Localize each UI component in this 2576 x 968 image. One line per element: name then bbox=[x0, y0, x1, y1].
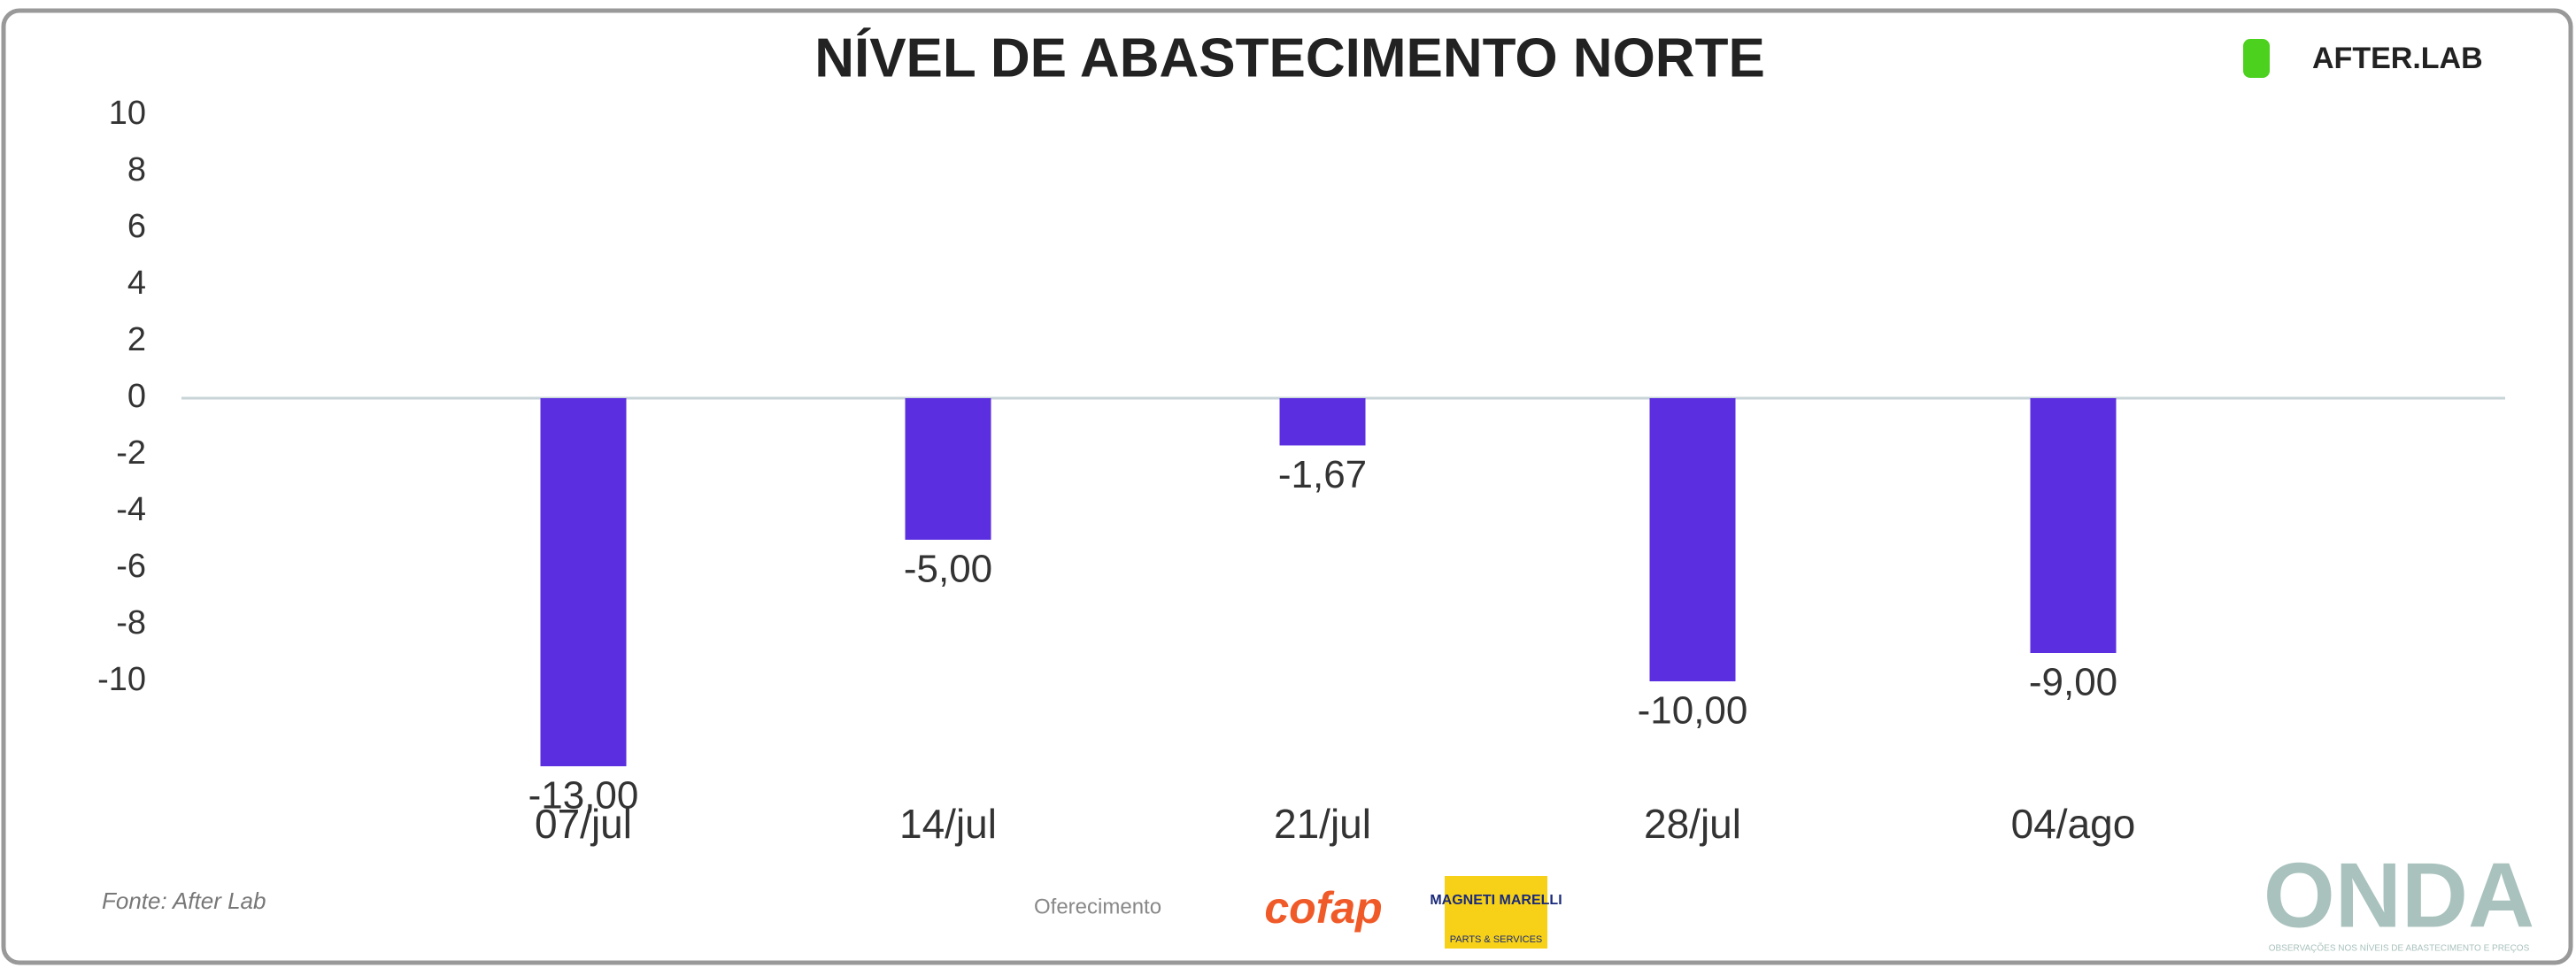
bar bbox=[1279, 398, 1366, 446]
y-tick-label: -6 bbox=[116, 548, 146, 585]
y-tick-label: -2 bbox=[116, 434, 146, 472]
source: Fonte: After Lab bbox=[102, 887, 266, 914]
y-tick-label: 10 bbox=[109, 95, 146, 132]
logo-icon bbox=[2243, 39, 2270, 78]
y-tick-label: 8 bbox=[127, 151, 146, 188]
x-tick-label: 07/jul bbox=[535, 801, 632, 847]
x-tick-label: 28/jul bbox=[1644, 801, 1741, 847]
bar bbox=[905, 398, 991, 540]
y-tick-label: 6 bbox=[127, 208, 146, 245]
y-tick-label: 4 bbox=[127, 265, 146, 302]
x-tick-label: 04/ago bbox=[2011, 801, 2136, 847]
value-label: -5,00 bbox=[904, 548, 992, 591]
value-label: -10,00 bbox=[1638, 689, 1748, 733]
bar bbox=[2030, 398, 2117, 653]
sponsor: Oferecimento bbox=[1034, 895, 1161, 918]
frame bbox=[1, 8, 2573, 965]
y-tick-label: -10 bbox=[97, 661, 146, 698]
marelli-box bbox=[1445, 876, 1547, 949]
onda-sub: OBSERVAÇÕES NOS NÍVEIS DE ABASTECIMENTO … bbox=[2269, 942, 2530, 954]
bar bbox=[1649, 398, 1736, 681]
onda-logo: ONDA bbox=[2264, 844, 2534, 947]
marelli-sub: PARTS & SERVICES bbox=[1450, 934, 1543, 945]
cofap-logo: cofap bbox=[1264, 883, 1382, 933]
x-tick-label: 14/jul bbox=[899, 801, 997, 847]
value-label: -13,00 bbox=[528, 774, 639, 818]
chart-title: NÍVEL DE ABASTECIMENTO NORTE bbox=[814, 27, 1765, 88]
marelli-logo: MAGNETI MARELLI bbox=[1430, 893, 1562, 908]
value-label: -1,67 bbox=[1278, 453, 1367, 496]
x-tick-label: 21/jul bbox=[1274, 801, 1371, 847]
value-label: -9,00 bbox=[2029, 661, 2117, 704]
y-tick-label: -8 bbox=[116, 604, 146, 641]
bar bbox=[540, 398, 627, 766]
y-tick-label: 2 bbox=[127, 321, 146, 358]
y-tick-label: 0 bbox=[127, 378, 146, 415]
y-tick-label: -4 bbox=[116, 491, 146, 528]
logo: AFTER.LAB bbox=[2312, 42, 2483, 75]
